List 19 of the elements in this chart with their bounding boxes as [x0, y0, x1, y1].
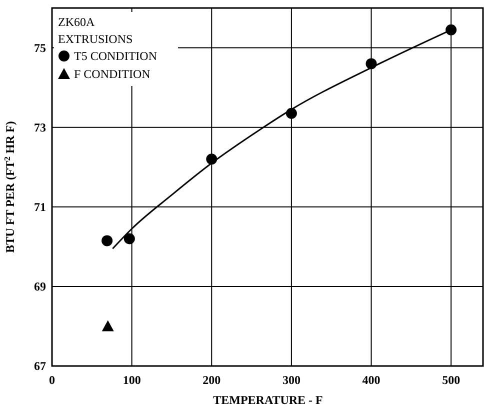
x-axis-title: TEMPERATURE - F: [213, 393, 323, 407]
legend-label: F CONDITION: [74, 67, 151, 81]
x-tick-label: 200: [202, 373, 221, 387]
legend-label: T5 CONDITION: [74, 49, 158, 63]
x-tick-label: 300: [282, 373, 300, 387]
point: [102, 320, 114, 332]
y-tick-label: 67: [34, 359, 46, 373]
x-tick-label: 100: [122, 373, 141, 387]
point: [446, 24, 457, 36]
y-tick-label: 73: [34, 120, 46, 134]
point: [102, 235, 113, 246]
point: [124, 233, 135, 244]
x-tick-label: 500: [442, 373, 460, 387]
legend-title: ZK60A EXTRUSIONS: [58, 15, 133, 46]
y-tick-label: 69: [34, 279, 46, 294]
y-tick-label: 75: [34, 40, 46, 55]
y-tick-label: 71: [34, 200, 46, 214]
x-tick-label: 0: [49, 373, 55, 387]
x-tick-label: 400: [362, 373, 380, 387]
